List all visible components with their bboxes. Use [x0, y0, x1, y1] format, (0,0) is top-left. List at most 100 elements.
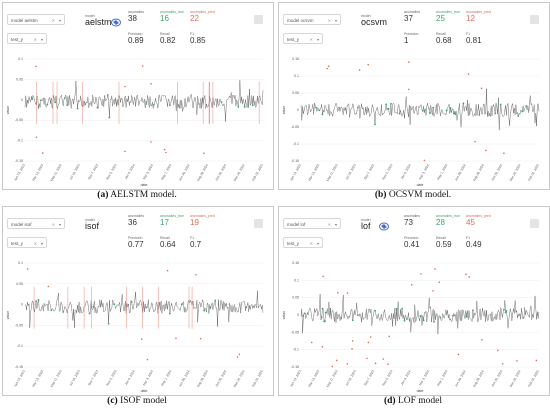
anomalies-stat: anomalies 36: [128, 214, 144, 227]
y-tick-label: -0.1: [293, 348, 299, 352]
anomalies-true-label: anomalies_true: [436, 10, 460, 14]
f1-value: 0.81: [466, 36, 482, 45]
y-tick-label: -0.05: [15, 118, 23, 122]
model-value: ocsvm: [361, 17, 388, 27]
true-anomaly-marker: [324, 311, 327, 314]
true-anomaly-marker: [96, 106, 99, 109]
x-tick-label: Jun 30, 2024: [178, 369, 191, 387]
precision-stat: Precision 0.89: [128, 32, 144, 45]
pred-anomaly-marker: [423, 159, 426, 162]
pred-anomaly-marker: [336, 291, 339, 294]
precision-stat: Precision 1: [404, 32, 418, 45]
caption-letter: (a): [97, 190, 109, 200]
model-select-value: ocsvm: [300, 18, 314, 23]
true-anomaly-marker: [37, 299, 40, 301]
x-tick-label: Nov 5, 2023: [381, 163, 393, 180]
y-tick-label: -0.05: [291, 330, 299, 334]
chevron-down-icon[interactable]: ▾: [316, 241, 319, 246]
chevron-down-icon[interactable]: ▾: [58, 222, 61, 227]
model-select[interactable]: model lof ✕ ▾: [283, 218, 341, 229]
true-anomaly-marker: [503, 308, 505, 311]
x-axis-label: date: [417, 389, 424, 393]
settings-square[interactable]: [254, 15, 263, 24]
clear-icon[interactable]: ✕: [309, 241, 313, 246]
panel-isof: model isof ✕ ▾ test_y ✕ ▾ model isof ano…: [2, 206, 274, 396]
pred-anomaly-marker: [465, 273, 467, 276]
true-anomaly-marker: [494, 112, 497, 115]
x-tick-label: Oct 26, 2024: [491, 163, 504, 181]
column-select[interactable]: test_y ✕ ▾: [283, 237, 323, 248]
true-anomaly-marker: [517, 115, 520, 117]
true-anomaly-marker: [499, 103, 502, 106]
column-select[interactable]: test_y ✕ ▾: [283, 33, 323, 44]
pred-anomaly-marker: [146, 358, 149, 361]
model-value: isof: [85, 221, 100, 231]
pred-anomaly-marker: [326, 67, 329, 70]
x-tick-label: Mar 13, 2023: [307, 163, 320, 181]
chevron-down-icon[interactable]: ▾: [334, 222, 337, 227]
x-tick-label: Mar 13, 2023: [31, 369, 44, 387]
x-tick-label: Oct 26, 2024: [215, 163, 228, 181]
pred-anomaly-marker: [331, 365, 334, 368]
clear-icon[interactable]: ✕: [327, 222, 331, 227]
settings-square[interactable]: [530, 219, 539, 228]
anomalies-label: anomalies: [128, 214, 144, 218]
clear-icon[interactable]: ✕: [33, 37, 37, 42]
clear-icon[interactable]: ✕: [33, 241, 37, 246]
true-anomaly-marker: [421, 109, 424, 112]
series-line: [24, 290, 264, 328]
column-select[interactable]: test_y ✕ ▾: [7, 33, 47, 44]
anomalies-true-stat: anomalies_true 17: [160, 214, 184, 227]
precision-label: Precision: [404, 236, 419, 240]
true-anomaly-marker: [452, 112, 455, 115]
pred-anomaly-marker: [408, 61, 410, 63]
true-anomaly-marker: [439, 316, 442, 319]
clear-icon[interactable]: ✕: [51, 222, 55, 227]
f1-stat: F1 0.7: [190, 236, 201, 249]
model-select[interactable]: model isof ✕ ▾: [7, 218, 65, 229]
clear-icon[interactable]: ✕: [309, 37, 313, 42]
true-anomaly-marker: [419, 315, 422, 318]
x-axis-label: date: [141, 183, 148, 187]
x-tick-label: Nov 5, 2023: [105, 163, 117, 180]
settings-square[interactable]: [254, 219, 263, 228]
x-tick-label: May 1, 2024: [160, 369, 172, 386]
clear-icon[interactable]: ✕: [51, 18, 55, 23]
x-tick-label: Dec 24, 2024: [509, 163, 522, 182]
x-tick-label: May 11, 2023: [49, 163, 62, 182]
settings-square[interactable]: [530, 15, 539, 24]
pred-anomaly-marker: [141, 65, 144, 67]
anomalies-pred-label: anomalies_pred: [466, 214, 491, 218]
true-anomaly-marker: [433, 320, 435, 323]
model-select[interactable]: model aelstm ✕ ▾: [7, 14, 65, 25]
true-anomaly-marker: [66, 104, 69, 107]
x-tick-label: Jul 10, 2023: [345, 369, 357, 386]
x-tick-label: Jan 13, 2023: [289, 369, 302, 387]
chevron-down-icon[interactable]: ▾: [40, 241, 43, 246]
true-anomaly-marker: [130, 301, 133, 303]
true-anomaly-marker: [245, 306, 248, 309]
x-tick-label: Jan 4, 2024: [400, 369, 412, 386]
pred-anomaly-marker: [165, 151, 167, 154]
y-tick-label: 0.05: [292, 91, 299, 95]
f1-stat: F1 0.81: [466, 32, 482, 45]
chevron-down-icon[interactable]: ▾: [316, 37, 319, 42]
model-select[interactable]: model ocsvm ✕ ▾: [283, 14, 341, 25]
column-select[interactable]: test_y ✕ ▾: [7, 237, 47, 248]
chevron-down-icon[interactable]: ▾: [334, 18, 337, 23]
true-anomaly-marker: [153, 103, 155, 106]
anomalies-value: 73: [404, 218, 413, 227]
clear-icon[interactable]: ✕: [327, 18, 331, 23]
y-tick-label: -0.05: [15, 323, 23, 327]
chevron-down-icon[interactable]: ▾: [58, 18, 61, 23]
pred-anomaly-marker: [236, 356, 239, 358]
pred-anomaly-marker: [199, 337, 202, 340]
x-tick-label: Dec 24, 2024: [509, 369, 522, 388]
anomalies-pred-label: anomalies_pred: [190, 214, 215, 218]
pred-anomaly-marker: [369, 336, 372, 338]
precision-label: Precision: [128, 32, 143, 36]
x-tick-label: Aug 28, 2024: [472, 163, 485, 182]
chevron-down-icon[interactable]: ▾: [40, 37, 43, 42]
precision-value: 0.41: [404, 240, 420, 249]
